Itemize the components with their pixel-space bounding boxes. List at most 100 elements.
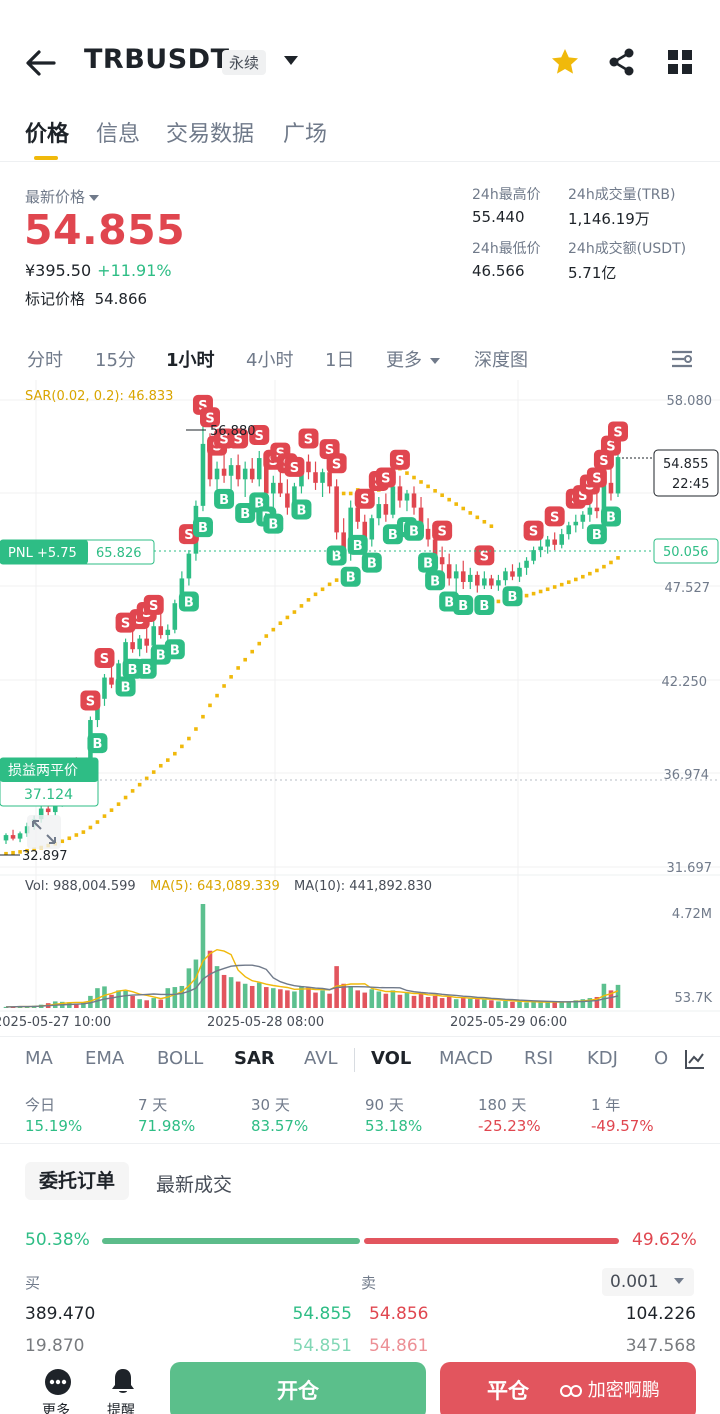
marker-badge — [284, 456, 305, 477]
marker-badge — [143, 594, 164, 615]
sell-marker: S — [228, 428, 249, 449]
candle-body — [313, 472, 318, 483]
sar-dot — [581, 574, 585, 579]
sar-dot — [18, 850, 22, 854]
marker-letter: B — [423, 557, 433, 572]
marker-letter: S — [332, 457, 341, 472]
close-position-button[interactable]: 平仓 — [440, 1362, 696, 1414]
ma-lines — [5, 948, 619, 1008]
indicator-boll[interactable]: BOLL — [157, 1048, 204, 1069]
indicator-vol[interactable]: VOL — [371, 1048, 412, 1069]
sell-marker: S — [432, 520, 453, 541]
back-arrow-icon[interactable] — [24, 48, 58, 78]
expand-icon[interactable] — [27, 815, 61, 849]
volume-bar — [327, 993, 332, 1008]
candle-body — [411, 493, 417, 508]
candle-body — [390, 486, 396, 515]
interval-1h[interactable]: 1小时 — [166, 350, 215, 371]
tab-square[interactable]: 广场 — [283, 122, 328, 147]
tab-price[interactable]: 价格 — [25, 122, 70, 147]
volume-bar — [74, 1003, 79, 1008]
volume-bar — [573, 1000, 579, 1008]
indicator-macd[interactable]: MACD — [439, 1048, 493, 1069]
volume-bar — [531, 1001, 536, 1008]
candle-body — [538, 546, 543, 551]
entry-price: 50.056 — [663, 545, 709, 560]
interval-more[interactable]: 更多 — [386, 346, 440, 372]
perf-value-30d: 83.57% — [251, 1117, 309, 1135]
ma5-line — [5, 948, 619, 1008]
volume-bar — [102, 986, 107, 1008]
ma5-legend: MA(5): 643,089.339 — [150, 879, 280, 894]
indicator-avl[interactable]: AVL — [304, 1048, 338, 1069]
open-position-button[interactable]: 开仓 — [170, 1362, 426, 1414]
indicator-ma[interactable]: MA — [25, 1048, 53, 1069]
tab-recent-trades[interactable]: 最新成交 — [156, 1174, 233, 1196]
candle-body — [496, 580, 501, 586]
share-icon[interactable] — [606, 46, 638, 78]
vol-trb-value: 1,146.19万 — [568, 210, 650, 228]
interval-4h[interactable]: 4小时 — [246, 350, 294, 371]
indicator-rsi[interactable]: RSI — [524, 1048, 554, 1069]
header: TRBUSDT 永续 — [0, 30, 720, 96]
more-icon[interactable] — [44, 1368, 72, 1396]
tab-trading-data[interactable]: 交易数据 — [166, 122, 255, 147]
indicator-kdj[interactable]: KDJ — [587, 1048, 618, 1069]
marker-letter: S — [325, 443, 334, 458]
symbol-dropdown-icon[interactable] — [284, 56, 298, 65]
buy-marker: B — [425, 570, 446, 591]
bottom-action-bar: 更多 提醒 开仓 平仓 — [0, 1352, 720, 1414]
indicator-overflow[interactable]: O — [654, 1048, 669, 1069]
sar-dot — [88, 825, 93, 830]
volume-bar — [580, 999, 586, 1008]
tab-order-book[interactable]: 委托订单 — [25, 1162, 129, 1200]
sar-dot — [250, 649, 255, 654]
interval-depth[interactable]: 深度图 — [474, 350, 528, 371]
buy-marker: B — [164, 639, 185, 660]
buy-header: 买 — [25, 1274, 41, 1292]
bell-icon[interactable] — [110, 1367, 136, 1395]
sar-dot — [616, 556, 620, 560]
grid-icon[interactable] — [664, 46, 696, 78]
marker-letter: B — [142, 663, 152, 678]
indicator-settings-icon[interactable] — [684, 1048, 706, 1070]
candle-body — [116, 663, 121, 685]
tick-size-select[interactable]: 0.001 — [602, 1268, 694, 1296]
vol-usdt-label: 24h成交额(USDT) — [568, 241, 687, 257]
alert-label: 提醒 — [107, 1403, 135, 1414]
sell-marker: S — [326, 453, 347, 474]
interval-time[interactable]: 分时 — [27, 350, 63, 371]
sell-marker: S — [389, 449, 410, 470]
perf-value-7d: 71.98% — [138, 1117, 196, 1135]
time-tick-2: 2025-05-29 06:00 — [450, 1015, 567, 1030]
chart-settings-icon[interactable] — [670, 348, 694, 370]
perf-label-today: 今日 — [25, 1096, 56, 1114]
tab-info[interactable]: 信息 — [96, 122, 141, 147]
marker-badge — [178, 591, 199, 612]
last-price-label[interactable]: 最新价格 — [25, 186, 100, 207]
volume-bar — [517, 1001, 522, 1008]
candle-body — [517, 567, 522, 577]
sar-dot — [229, 675, 233, 679]
price-change: +11.91% — [97, 261, 172, 280]
sar-dot — [595, 568, 599, 573]
price-tick-3: 36.974 — [664, 768, 710, 783]
indicator-ema[interactable]: EMA — [85, 1048, 125, 1069]
price-tick-2: 42.250 — [662, 675, 708, 690]
buy-ratio: 50.38% — [25, 1230, 90, 1250]
price-chart[interactable]: SSSSSSSSSSSSSSSSSSSSSSSSSSSSSSSSSSSBBBBB… — [0, 380, 720, 1030]
candle-body — [482, 578, 487, 586]
symbol-title[interactable]: TRBUSDT — [84, 44, 230, 75]
marker-badge — [544, 506, 565, 527]
marker-badge — [600, 506, 621, 527]
sar-dot — [405, 471, 409, 475]
volume-bar — [496, 1001, 501, 1008]
indicator-sar[interactable]: SAR — [234, 1048, 275, 1069]
interval-1d[interactable]: 1日 — [325, 350, 355, 371]
marker-letter: B — [268, 518, 278, 533]
indicator-bar: MA EMA BOLL SAR AVL VOL MACD RSI KDJ O — [0, 1036, 720, 1078]
marker-badge — [375, 467, 396, 488]
interval-15m[interactable]: 15分 — [95, 350, 136, 371]
star-icon[interactable] — [549, 46, 581, 78]
volume-bar — [404, 992, 410, 1008]
